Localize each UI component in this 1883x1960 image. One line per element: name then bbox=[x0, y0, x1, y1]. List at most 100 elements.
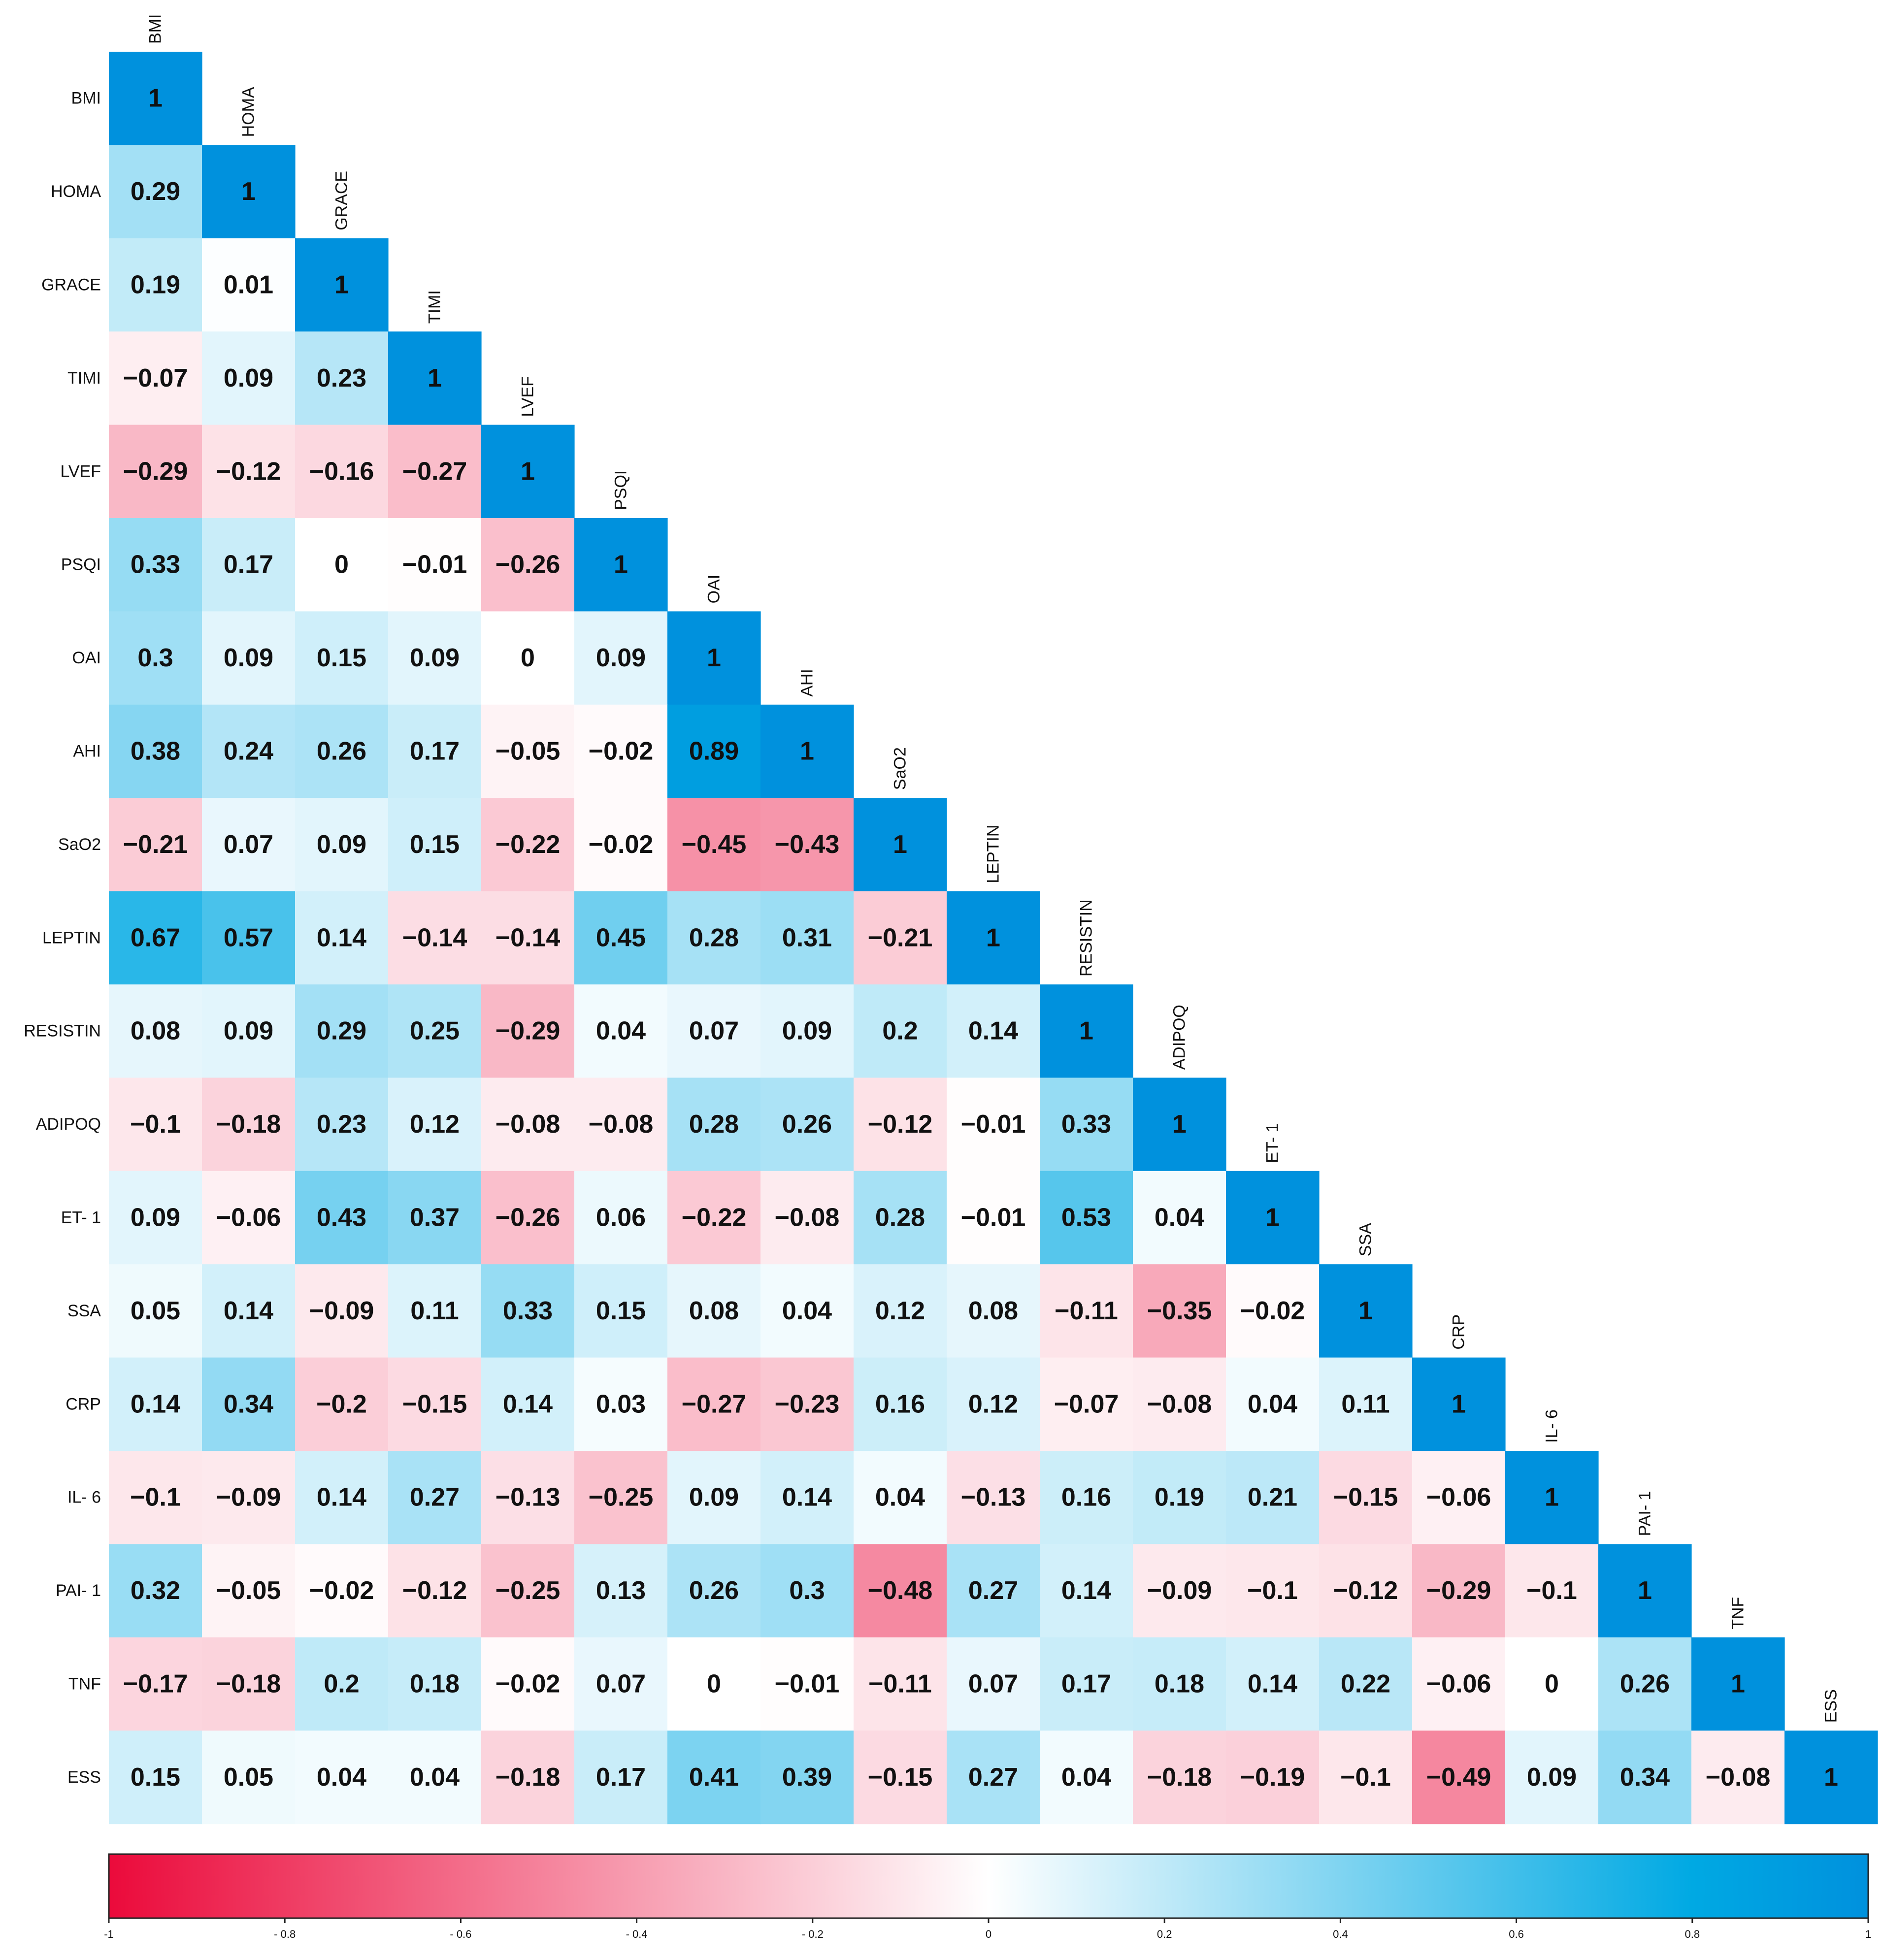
cell-value-label: −0.14 bbox=[496, 923, 561, 952]
legend-ticks: -1 - 0.8 - 0.6 - 0.4 - 0.2 0 0.2 0.4 0.6 0.8 1 bbox=[104, 1918, 1871, 1940]
cell-value-label: 0.07 bbox=[689, 1017, 739, 1045]
heatmap-cell-il-6-adipoq bbox=[1133, 1451, 1226, 1544]
cell-value-label: 0.08 bbox=[689, 1297, 739, 1325]
heatmap-cell-crp-bmi bbox=[109, 1357, 202, 1451]
cell-value-label: −0.12 bbox=[1333, 1576, 1398, 1605]
cell-value-label: 0.19 bbox=[131, 271, 180, 299]
cell-value-label: 0.14 bbox=[317, 923, 366, 952]
heatmap-cell-leptin-sao2 bbox=[854, 891, 947, 985]
legend-tick-label: 0.8 bbox=[1685, 1928, 1700, 1940]
heatmap-cell-tnf-lvef bbox=[481, 1637, 575, 1731]
cell-value-label: 0.15 bbox=[410, 830, 460, 859]
cell-value-label: 0.67 bbox=[131, 923, 180, 952]
heatmap-cell-ahi-homa bbox=[202, 704, 296, 798]
column-label-bmi: BMI bbox=[146, 14, 165, 44]
cell-value-label: 0.33 bbox=[131, 551, 180, 579]
cell-value-label: −0.12 bbox=[402, 1576, 467, 1605]
cell-value-label: 0.12 bbox=[410, 1110, 460, 1139]
heatmap-cell-pai-1-oai bbox=[667, 1544, 761, 1638]
cell-value-label: −0.01 bbox=[961, 1110, 1026, 1139]
column-label-leptin: LEPTIN bbox=[984, 825, 1003, 883]
cell-value-label: −0.02 bbox=[1240, 1297, 1305, 1325]
cell-value-label: −0.1 bbox=[130, 1110, 181, 1139]
heatmap-cell-il-6-psqi bbox=[574, 1451, 668, 1544]
heatmap-cell-leptin-grace bbox=[295, 891, 389, 985]
cell-value-label: 0.21 bbox=[1248, 1483, 1297, 1512]
column-label-lvef: LVEF bbox=[519, 376, 537, 417]
cell-value-label: 0.28 bbox=[689, 1110, 739, 1139]
heatmap-cell-ssa-sao2 bbox=[854, 1264, 947, 1358]
cell-value-label: −0.12 bbox=[868, 1110, 933, 1139]
cell-value-label: 0 bbox=[1545, 1670, 1559, 1699]
heatmap-cell-il-6-bmi bbox=[109, 1451, 202, 1544]
heatmap-cell-adipoq-lvef bbox=[481, 1078, 575, 1172]
heatmap-cell-tnf-psqi bbox=[574, 1637, 668, 1731]
heatmap-cell-pai-1-ahi bbox=[760, 1544, 854, 1638]
cell-value-label: 0 bbox=[334, 551, 349, 579]
cell-value-label: −0.02 bbox=[309, 1576, 374, 1605]
cell-value-label: 0.09 bbox=[410, 644, 460, 672]
heatmap-cell-sao2-psqi bbox=[574, 798, 668, 892]
heatmap-cell-lvef-homa bbox=[202, 425, 296, 519]
cell-value-label: 1 bbox=[1638, 1576, 1652, 1605]
heatmap-cell-pai-1-pai-1 bbox=[1598, 1544, 1692, 1638]
cell-value-label: −0.18 bbox=[216, 1110, 281, 1139]
heatmap-cell-resistin-sao2 bbox=[854, 984, 947, 1078]
heatmap-cell-pai-1-timi bbox=[388, 1544, 482, 1638]
heatmap-cell-ssa-lvef bbox=[481, 1264, 575, 1358]
heatmap-cell-ssa-et-1 bbox=[1226, 1264, 1320, 1358]
column-label-pai-1: PAI- 1 bbox=[1636, 1491, 1654, 1536]
heatmap-cell-resistin-oai bbox=[667, 984, 761, 1078]
heatmap-cell-il-6-resistin bbox=[1040, 1451, 1133, 1544]
heatmap-cell-ess-psqi bbox=[574, 1731, 668, 1825]
cell-value-label: −0.12 bbox=[216, 457, 281, 486]
cell-value-label: 0.15 bbox=[596, 1297, 646, 1325]
cell-value-label: 0.23 bbox=[317, 1110, 366, 1139]
cell-value-label: −0.29 bbox=[123, 457, 188, 486]
legend-tick-label: - 0.4 bbox=[626, 1928, 648, 1940]
heatmap-cell-oai-psqi bbox=[574, 611, 668, 705]
heatmap-cell-oai-grace bbox=[295, 611, 389, 705]
heatmap-cell-et-1-oai bbox=[667, 1171, 761, 1265]
column-label-grace: GRACE bbox=[332, 171, 351, 230]
heatmap-cell-il-6-oai bbox=[667, 1451, 761, 1544]
cell-value-label: 0.13 bbox=[596, 1576, 646, 1605]
heatmap-cell-oai-timi bbox=[388, 611, 482, 705]
heatmap-cell-crp-resistin bbox=[1040, 1357, 1133, 1451]
cell-value-label: 0.26 bbox=[1620, 1670, 1670, 1699]
cell-value-label: −0.27 bbox=[682, 1390, 747, 1418]
cell-value-label: −0.09 bbox=[309, 1297, 374, 1325]
heatmap-cell-et-1-sao2 bbox=[854, 1171, 947, 1265]
heatmap-cell-crp-ssa bbox=[1319, 1357, 1413, 1451]
row-label-il-6: IL- 6 bbox=[67, 1488, 101, 1507]
heatmap-cell-leptin-bmi bbox=[109, 891, 202, 985]
heatmap-cell-leptin-psqi bbox=[574, 891, 668, 985]
heatmap-cell-oai-lvef bbox=[481, 611, 575, 705]
heatmap-cell-ess-et-1 bbox=[1226, 1731, 1320, 1825]
heatmap-cell-crp-psqi bbox=[574, 1357, 668, 1451]
cell-value-label: 1 bbox=[800, 737, 814, 766]
heatmap-cell-homa-bmi bbox=[109, 145, 202, 239]
cell-value-label: 0.04 bbox=[782, 1297, 832, 1325]
cell-value-label: −0.11 bbox=[1055, 1297, 1118, 1325]
column-label-crp: CRP bbox=[1450, 1314, 1468, 1350]
cell-value-label: 1 bbox=[1172, 1110, 1187, 1139]
heatmap-cell-il-6-ahi bbox=[760, 1451, 854, 1544]
heatmap-cell-sao2-timi bbox=[388, 798, 482, 892]
cell-value-label: −0.1 bbox=[1340, 1763, 1391, 1792]
cell-value-label: 0.27 bbox=[968, 1763, 1018, 1792]
row-label-et-1: ET- 1 bbox=[61, 1209, 101, 1227]
cell-value-label: 0.06 bbox=[596, 1204, 646, 1232]
heatmap-cell-crp-oai bbox=[667, 1357, 761, 1451]
cell-value-label: 0.16 bbox=[1061, 1483, 1111, 1512]
heatmap-cell-ess-tnf bbox=[1691, 1731, 1785, 1825]
cell-value-label: 0.39 bbox=[782, 1763, 832, 1792]
cell-value-label: 0.08 bbox=[131, 1017, 180, 1045]
heatmap-cell-ess-timi bbox=[388, 1731, 482, 1825]
cell-value-label: 0.17 bbox=[596, 1763, 646, 1792]
row-label-lvef: LVEF bbox=[60, 462, 101, 481]
heatmap-cell-psqi-grace bbox=[295, 518, 389, 612]
cell-value-label: −0.1 bbox=[130, 1483, 181, 1512]
heatmap-cell-ess-resistin bbox=[1040, 1731, 1133, 1825]
heatmap-cell-ess-ssa bbox=[1319, 1731, 1413, 1825]
